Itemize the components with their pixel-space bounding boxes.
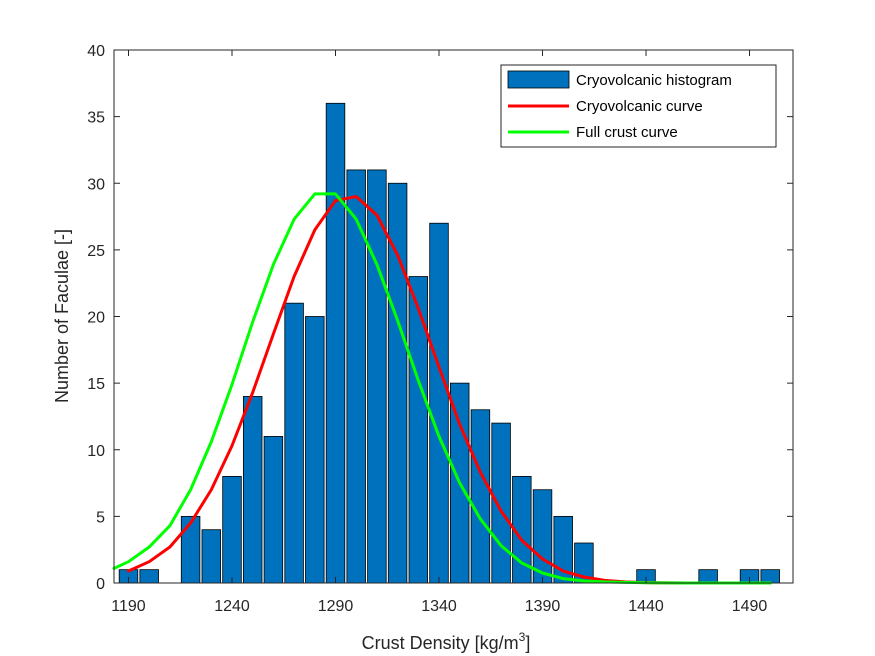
histogram-bar: [263, 436, 284, 584]
x-tick-label: 1490: [732, 598, 768, 615]
y-tick-label: 15: [87, 376, 105, 393]
x-tick-label: 1190: [111, 598, 146, 615]
legend-label-full-crust-curve: Full crust curve: [576, 124, 678, 141]
x-axis-label: Crust Density [kg/m3]: [362, 630, 531, 653]
x-axis-label-suffix: ]: [525, 633, 530, 653]
x-tick-label: 1440: [628, 598, 664, 615]
histogram-bar: [284, 302, 304, 584]
x-tick-label: 1390: [525, 598, 561, 615]
x-axis-label-superscript: 3: [519, 630, 526, 644]
histogram-bar: [222, 475, 242, 584]
histogram-bar: [760, 569, 780, 584]
x-tick-label: 1290: [318, 598, 354, 615]
histogram-bar: [180, 515, 201, 584]
histogram-bar: [242, 396, 263, 584]
y-tick-label: 40: [87, 43, 105, 60]
histogram-bar: [201, 529, 222, 584]
histogram-bar: [429, 222, 449, 584]
y-tick-label: 5: [96, 509, 105, 526]
histogram-bar: [367, 169, 387, 584]
y-tick-label: 25: [87, 243, 105, 260]
legend-swatch-histogram: [507, 70, 570, 89]
y-tick-label: 30: [87, 176, 105, 193]
histogram-bar: [698, 569, 718, 584]
histogram-bar: [305, 316, 325, 584]
y-tick-label: 0: [96, 576, 105, 593]
legend-label-histogram: Cryovolcanic histogram: [576, 72, 732, 89]
legend: Cryovolcanic histogram Cryovolcanic curv…: [500, 64, 777, 148]
y-tick-label: 10: [87, 443, 105, 460]
y-axis-ticks: 0 5 10 15 20 25 30 35 40: [87, 43, 793, 593]
y-tick-label: 35: [87, 110, 105, 127]
legend-label-cryovolcanic-curve: Cryovolcanic curve: [576, 98, 703, 115]
x-tick-label: 1240: [214, 598, 250, 615]
y-axis-label: Number of Faculae [-]: [52, 229, 72, 403]
x-axis-ticks: 1190 1240 1290 1340 1390 1440 1490: [111, 50, 767, 615]
histogram-bar: [325, 102, 346, 584]
histogram-bar: [470, 409, 491, 584]
x-tick-label: 1340: [421, 598, 457, 615]
x-axis-label-main: Crust Density [kg/m: [362, 633, 519, 653]
histogram-bar: [139, 569, 159, 584]
histogram-bar: [491, 422, 511, 584]
y-tick-label: 20: [87, 310, 105, 327]
